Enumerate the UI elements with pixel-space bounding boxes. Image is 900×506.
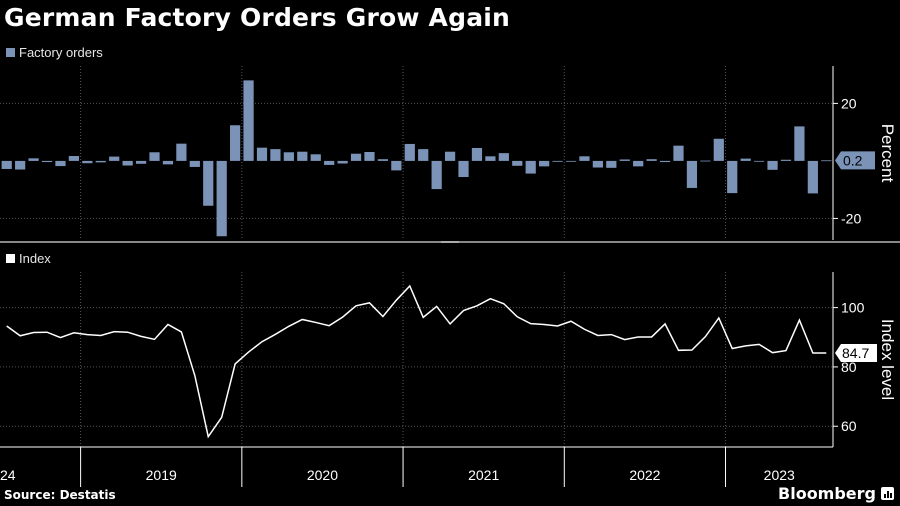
bar-factory-orders [15, 160, 26, 170]
bar-factory-orders [659, 160, 671, 163]
bar-factory-orders [753, 160, 765, 162]
last-value-label-top: 0.2 [843, 152, 863, 168]
bar-factory-orders [780, 159, 792, 161]
bar-factory-orders [713, 138, 724, 161]
last-value-box-bottom [835, 343, 877, 362]
bar-factory-orders [297, 151, 308, 161]
bar-factory-orders [243, 80, 254, 161]
bar-factory-orders [82, 160, 93, 164]
bar-factory-orders [512, 160, 523, 166]
bar-factory-orders [525, 160, 536, 174]
line-index [6, 284, 827, 439]
bar-factory-orders [350, 153, 362, 161]
bar-factory-orders [821, 160, 832, 162]
brand-name: Bloomberg [778, 484, 876, 503]
bar-factory-orders [283, 152, 294, 161]
y-axis-title-top: Percent [878, 124, 897, 183]
bar-factory-orders [498, 153, 509, 161]
bar-factory-orders [404, 143, 415, 161]
bar-factory-orders [579, 156, 590, 161]
bar-factory-orders [686, 160, 698, 188]
bar-factory-orders [552, 160, 563, 162]
bar-factory-orders [310, 154, 321, 161]
bar-factory-orders [122, 160, 133, 166]
x-tick-label-year: 2021 [468, 467, 499, 483]
x-tick-label-year: 2023 [764, 467, 795, 483]
bloomberg-logo: Bloomberg [778, 484, 894, 503]
bar-factory-orders [673, 145, 684, 161]
bar-factory-orders [95, 160, 106, 163]
y-tick-label-bottom: 100 [841, 300, 865, 316]
bar-chart-icon [881, 487, 894, 500]
bar-factory-orders [619, 159, 630, 161]
bar-factory-orders [431, 160, 442, 190]
bar-factory-orders [377, 159, 389, 161]
bar-factory-orders [458, 160, 469, 178]
legend-label-factory-orders: Factory orders [19, 45, 103, 60]
bar-factory-orders [41, 160, 53, 163]
bar-factory-orders [324, 160, 335, 165]
x-tick-label-year: 2019 [146, 467, 177, 483]
bar-factory-orders [418, 149, 429, 161]
bar-factory-orders [270, 149, 281, 161]
bar-factory-orders [256, 147, 268, 161]
bar-factory-orders [606, 160, 617, 168]
bar-factory-orders [364, 151, 375, 161]
bar-factory-orders [149, 152, 160, 161]
bar-factory-orders [55, 160, 66, 167]
bar-factory-orders [176, 143, 187, 161]
bar-factory-orders [203, 160, 214, 206]
bar-factory-orders [162, 160, 174, 165]
bar-factory-orders [807, 160, 818, 194]
y-tick-label-bottom: 60 [841, 418, 857, 434]
bar-factory-orders [592, 160, 603, 168]
last-value-label-bottom: 84.7 [842, 345, 869, 361]
legend-swatch-bars [6, 48, 15, 57]
x-tick-label-year: 2020 [307, 467, 338, 483]
bar-factory-orders [485, 156, 496, 161]
last-value-box-top [835, 151, 875, 170]
bar-factory-orders [471, 147, 483, 161]
x-tick-label-year: 2022 [629, 467, 660, 483]
bar-factory-orders [337, 160, 348, 164]
bar-factory-orders [189, 160, 200, 167]
bar-factory-orders [794, 126, 805, 161]
bar-factory-orders [539, 160, 550, 167]
bar-factory-orders [700, 160, 711, 162]
bar-factory-orders [444, 151, 456, 161]
x-tick-label-year: 2024 [0, 467, 16, 483]
legend-factory-orders: Factory orders [6, 45, 103, 60]
y-tick-label-bottom: 80 [841, 359, 857, 375]
bar-factory-orders [633, 160, 644, 167]
legend-swatch-line [6, 254, 15, 263]
legend-label-index: Index [19, 251, 51, 266]
bar-factory-orders [230, 125, 241, 161]
y-tick-label-top: 20 [841, 95, 857, 111]
y-axis-title-bottom: Index level [878, 319, 897, 400]
bar-factory-orders [1, 160, 12, 169]
legend-index: Index [6, 251, 51, 266]
y-tick-label-top: -20 [841, 210, 861, 226]
bar-factory-orders [216, 160, 227, 237]
bar-factory-orders [767, 160, 778, 170]
bar-factory-orders [565, 160, 577, 162]
source-note: Source: Destatis [4, 488, 116, 502]
bar-factory-orders [28, 158, 39, 161]
bar-factory-orders [135, 160, 147, 164]
bar-factory-orders [740, 158, 751, 161]
bar-factory-orders [68, 156, 80, 161]
bar-factory-orders [109, 156, 120, 161]
chart-title: German Factory Orders Grow Again [4, 3, 511, 32]
bar-factory-orders [727, 160, 738, 194]
bar-factory-orders [646, 159, 657, 161]
bar-factory-orders [391, 160, 402, 171]
